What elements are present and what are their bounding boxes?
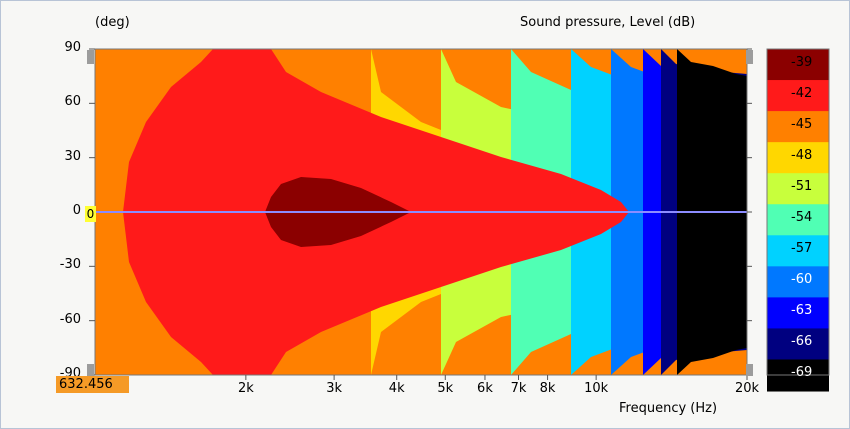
colorbar-swatch xyxy=(767,266,829,299)
x-tick-label: 7k xyxy=(510,381,527,396)
colorbar-label: -69 xyxy=(791,365,813,381)
y-tick-label: 90 xyxy=(64,40,81,55)
colorbar-label: -45 xyxy=(791,117,813,133)
colorbar-swatch xyxy=(767,235,829,268)
x-tick-label: 4k xyxy=(388,381,405,396)
bottom-left-handle[interactable] xyxy=(87,364,94,376)
colorbar-swatch xyxy=(767,142,829,175)
colorbar-label: -39 xyxy=(791,55,813,70)
y-tick-label: -60 xyxy=(59,311,81,327)
colorbar-label: -54 xyxy=(791,210,813,226)
x-tick-label: 3k xyxy=(326,381,342,396)
top-right-handle[interactable] xyxy=(746,50,753,64)
x-tick-label: 2k xyxy=(237,381,254,396)
colorbar-swatch xyxy=(767,80,829,113)
y-tick-label: -30 xyxy=(59,257,81,273)
x-axis-label: Frequency (Hz) xyxy=(619,401,718,416)
colorbar-label: -57 xyxy=(791,241,813,257)
colorbar-border xyxy=(766,48,830,376)
y-tick-label: 0 xyxy=(72,203,81,218)
colorbar-swatch xyxy=(767,49,829,82)
zero-angle-marker[interactable]: 0 xyxy=(85,206,96,222)
y-tick-label: 30 xyxy=(64,148,81,164)
x-tick-label: 10k xyxy=(584,381,609,396)
bottom-right-handle[interactable] xyxy=(746,364,753,376)
colorbar-label: -48 xyxy=(791,148,813,164)
colorbar-label: -60 xyxy=(791,272,813,288)
y-axis-label: (deg) xyxy=(95,15,130,30)
x-tick-label: 8k xyxy=(539,381,556,396)
x-tick-label: 20k xyxy=(734,381,760,396)
colorbar-swatch xyxy=(767,173,829,206)
y-tick-label: 60 xyxy=(64,94,81,110)
colorbar-label: -63 xyxy=(791,303,813,319)
colorbar-swatch xyxy=(767,297,829,330)
colorbar-label: -66 xyxy=(791,334,813,350)
colorbar-swatch xyxy=(767,204,829,237)
colorbar-label: -51 xyxy=(791,179,813,195)
colorbar-swatch xyxy=(767,328,829,361)
frequency-cursor-readout[interactable]: 632.456 xyxy=(56,376,129,393)
x-tick-label: 5k xyxy=(437,381,454,396)
colorbar-swatch xyxy=(767,111,829,144)
x-tick-label: 6k xyxy=(477,381,493,396)
colorbar-label: -42 xyxy=(791,86,813,102)
chart-title: Sound pressure, Level (dB) xyxy=(520,15,696,30)
top-left-handle[interactable] xyxy=(87,50,94,64)
